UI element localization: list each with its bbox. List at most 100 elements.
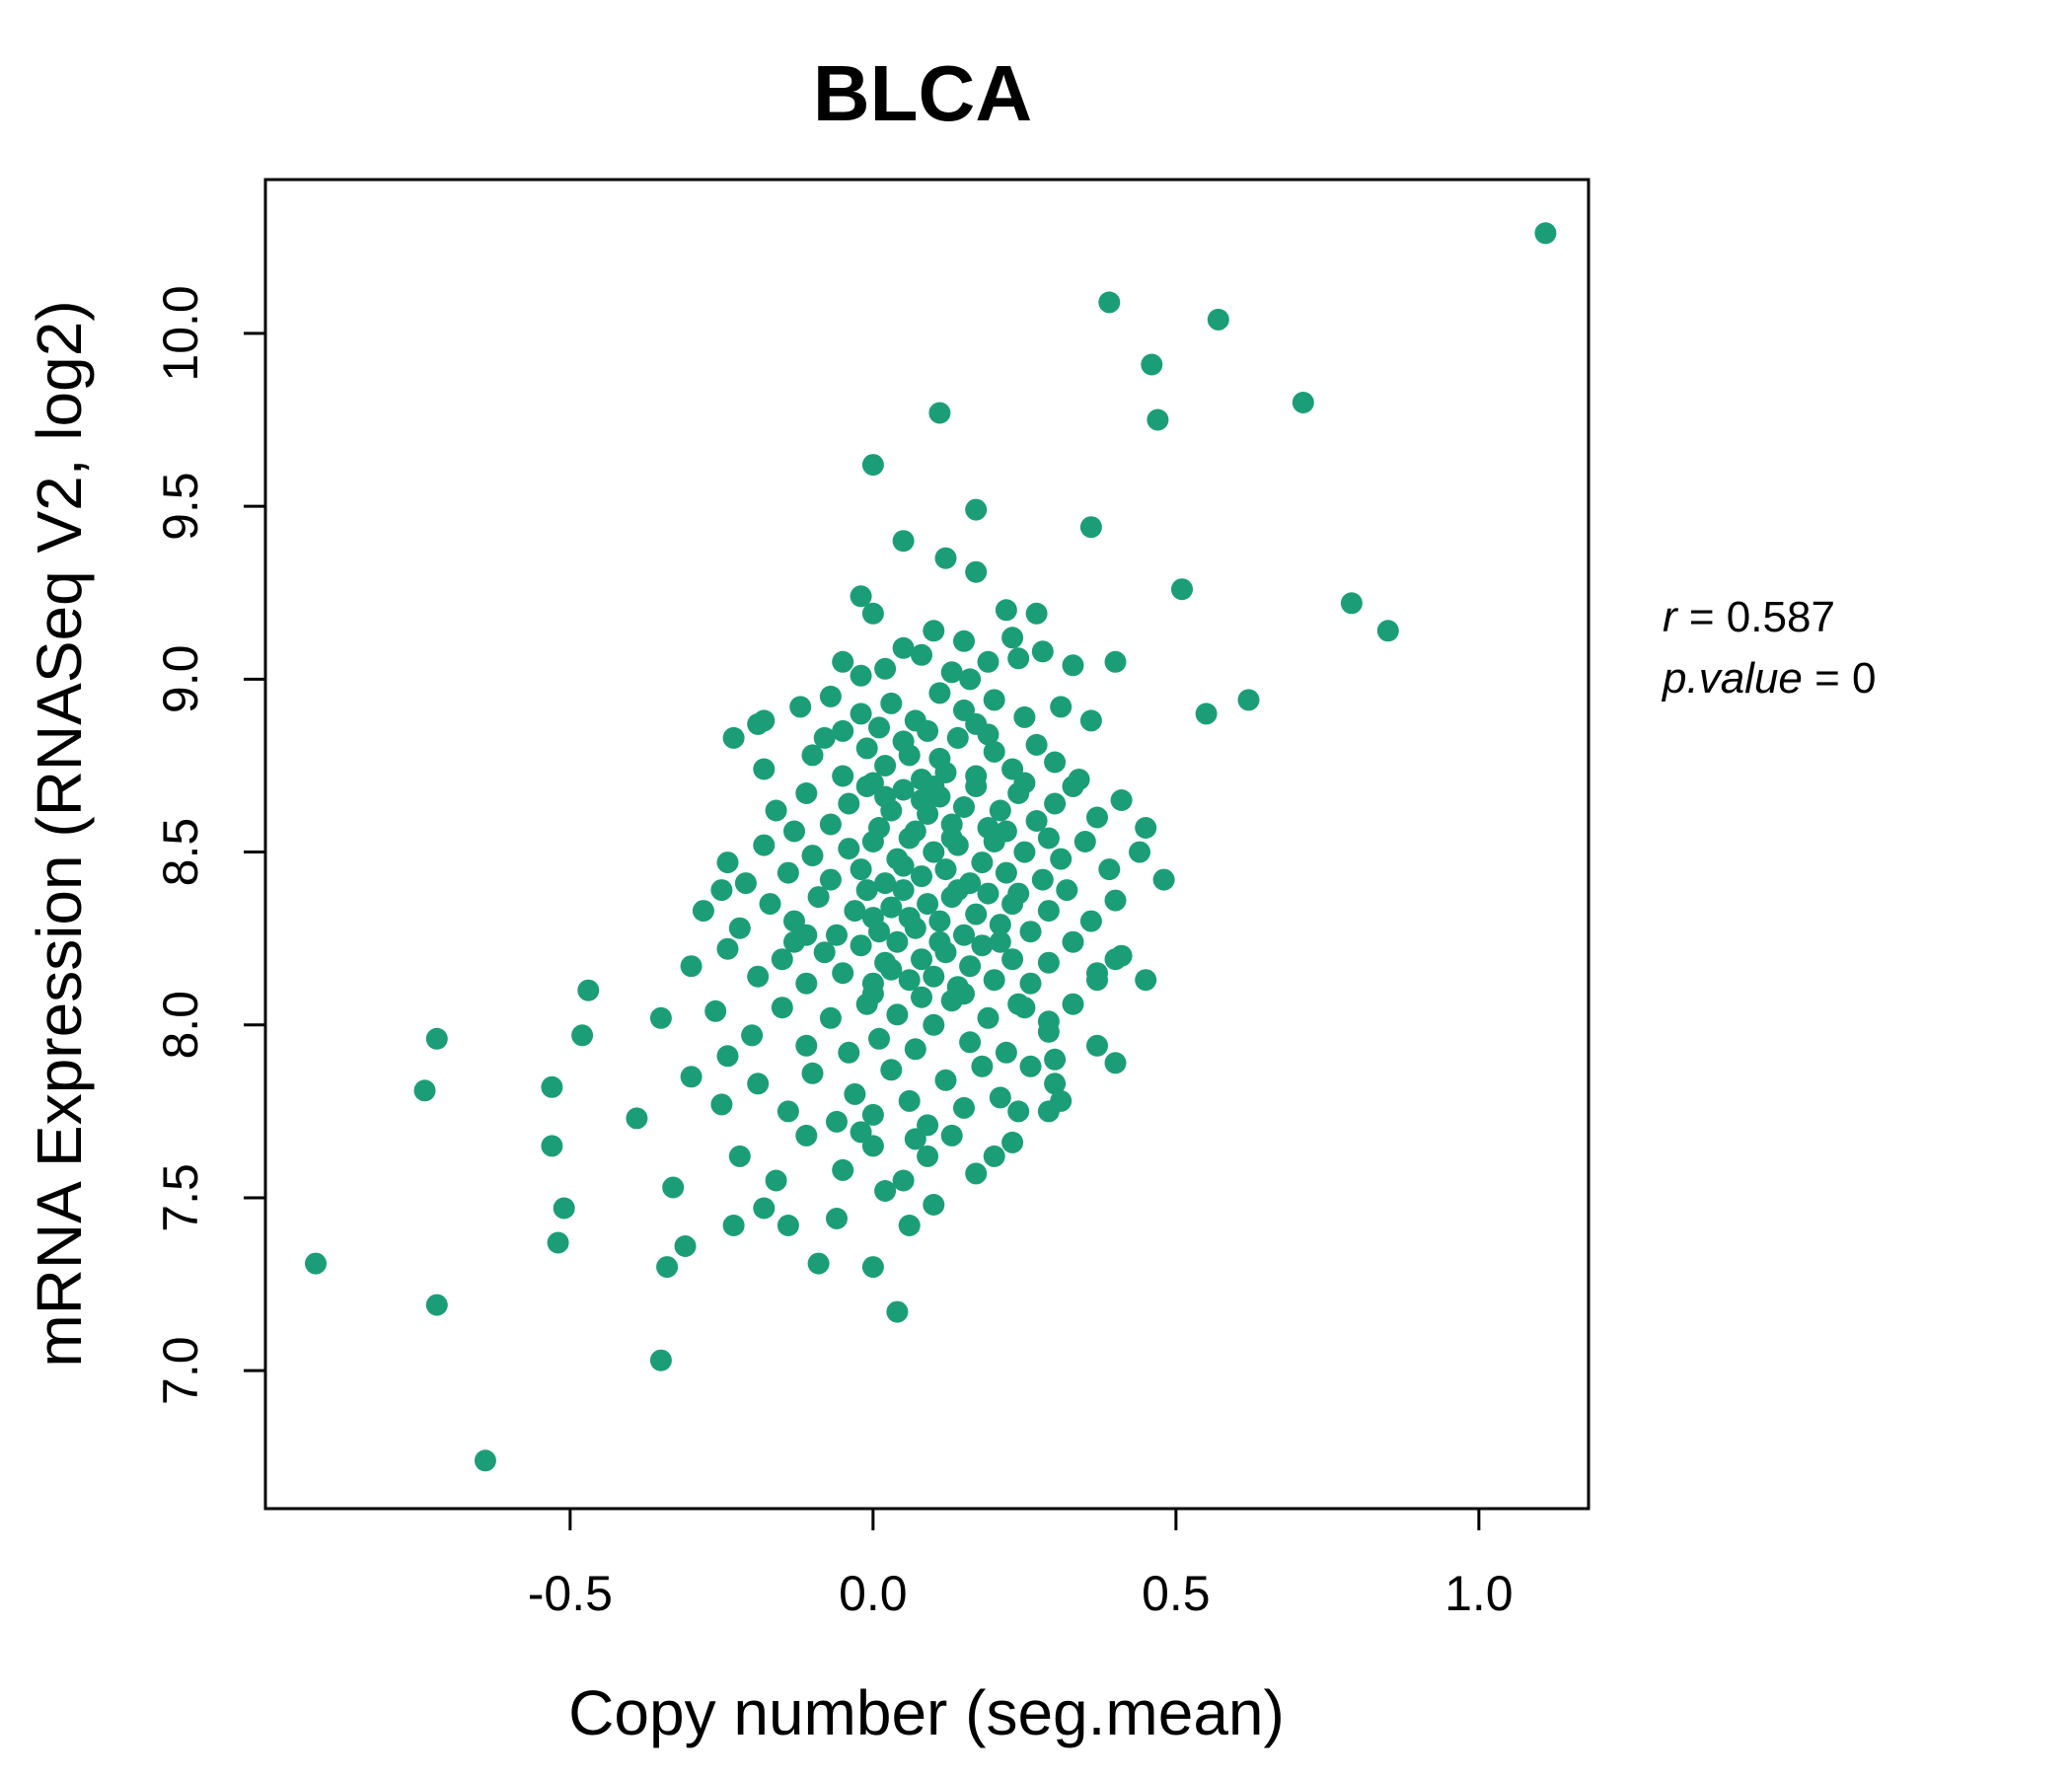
- data-point: [1104, 889, 1127, 912]
- data-point: [850, 585, 872, 608]
- data-point: [813, 941, 836, 964]
- data-point: [923, 620, 945, 642]
- data-point: [946, 879, 969, 902]
- data-point: [850, 858, 872, 881]
- data-point: [541, 1075, 563, 1098]
- data-point: [965, 1162, 988, 1185]
- data-point: [1037, 827, 1060, 850]
- data-point: [838, 838, 860, 860]
- x-tick-label: -0.5: [528, 1566, 613, 1621]
- data-point: [1171, 578, 1193, 601]
- data-point: [886, 1300, 909, 1323]
- data-point: [656, 1256, 679, 1279]
- data-point: [832, 962, 854, 985]
- data-point: [728, 917, 751, 939]
- data-point: [940, 827, 963, 850]
- data-point: [1044, 1073, 1067, 1095]
- data-point: [977, 723, 999, 746]
- r-value: = 0.587: [1677, 593, 1835, 641]
- data-point: [965, 560, 988, 583]
- y-tick-label: 7.0: [153, 1336, 208, 1405]
- data-point: [577, 979, 600, 1001]
- data-point: [928, 402, 951, 424]
- data-point: [1135, 817, 1157, 839]
- data-point: [413, 1079, 436, 1102]
- x-tick-label: 0.0: [839, 1566, 908, 1621]
- data-point: [923, 1194, 945, 1216]
- data-point: [1019, 972, 1042, 995]
- data-point: [855, 879, 878, 902]
- data-point: [795, 782, 818, 804]
- data-point: [1237, 689, 1260, 711]
- data-point: [1007, 882, 1030, 905]
- data-point: [1013, 705, 1036, 728]
- data-point: [305, 1252, 327, 1275]
- data-point: [1086, 962, 1108, 985]
- data-point: [1044, 792, 1067, 815]
- x-tick-label: 0.5: [1142, 1566, 1211, 1621]
- data-point: [861, 907, 884, 929]
- data-point: [934, 1069, 957, 1091]
- data-point: [983, 1145, 1005, 1167]
- data-point: [753, 1197, 776, 1220]
- data-point: [1062, 776, 1084, 797]
- data-point: [892, 1169, 915, 1192]
- data-point: [819, 1006, 842, 1029]
- data-point: [1340, 592, 1363, 615]
- data-point: [1195, 703, 1218, 725]
- data-point: [819, 813, 842, 836]
- data-point: [838, 792, 860, 815]
- data-point: [971, 851, 994, 874]
- data-point: [1031, 640, 1054, 663]
- data-point: [747, 1073, 770, 1095]
- data-point: [783, 930, 805, 953]
- data-point: [989, 914, 1011, 936]
- correlation-annotation-line1: r = 0.587: [1663, 593, 1835, 641]
- data-point: [777, 861, 799, 884]
- y-tick-label: 8.0: [153, 991, 208, 1060]
- data-point: [1376, 620, 1399, 642]
- data-point: [771, 997, 793, 1019]
- data-point: [917, 1145, 939, 1167]
- data-point: [861, 983, 884, 1005]
- data-point: [734, 872, 757, 895]
- data-point: [953, 924, 975, 946]
- data-point: [838, 1041, 860, 1064]
- data-point: [898, 1215, 921, 1236]
- data-point: [923, 965, 945, 988]
- data-point: [911, 986, 932, 1008]
- data-point: [928, 682, 951, 704]
- data-point: [728, 1145, 751, 1167]
- data-point: [934, 858, 957, 881]
- data-point: [1079, 709, 1102, 732]
- data-point: [807, 1252, 830, 1275]
- data-point: [1207, 308, 1229, 331]
- data-point: [1037, 900, 1060, 923]
- data-point: [977, 650, 999, 673]
- y-tick-label: 9.0: [153, 645, 208, 714]
- data-point: [1025, 733, 1048, 756]
- data-point: [940, 661, 963, 684]
- data-point: [917, 893, 939, 916]
- data-point: [880, 692, 903, 714]
- data-point: [861, 1256, 884, 1279]
- data-point: [965, 776, 988, 797]
- data-point: [917, 719, 939, 742]
- data-point: [747, 965, 770, 988]
- data-point: [983, 740, 1005, 763]
- data-point: [946, 726, 969, 749]
- data-point: [886, 930, 909, 953]
- data-point: [1147, 408, 1169, 431]
- data-point: [892, 530, 915, 553]
- data-point: [777, 1100, 799, 1123]
- data-point: [971, 1055, 994, 1077]
- data-point: [977, 882, 999, 905]
- data-point: [886, 1003, 909, 1026]
- data-point: [965, 498, 988, 521]
- data-point: [1037, 1020, 1060, 1043]
- data-point: [795, 1124, 818, 1147]
- data-point: [892, 778, 915, 801]
- data-point: [1007, 1100, 1030, 1123]
- x-axis-ticks: -0.5 0.0 0.5 1.0: [528, 1509, 1514, 1621]
- data-point: [898, 969, 921, 992]
